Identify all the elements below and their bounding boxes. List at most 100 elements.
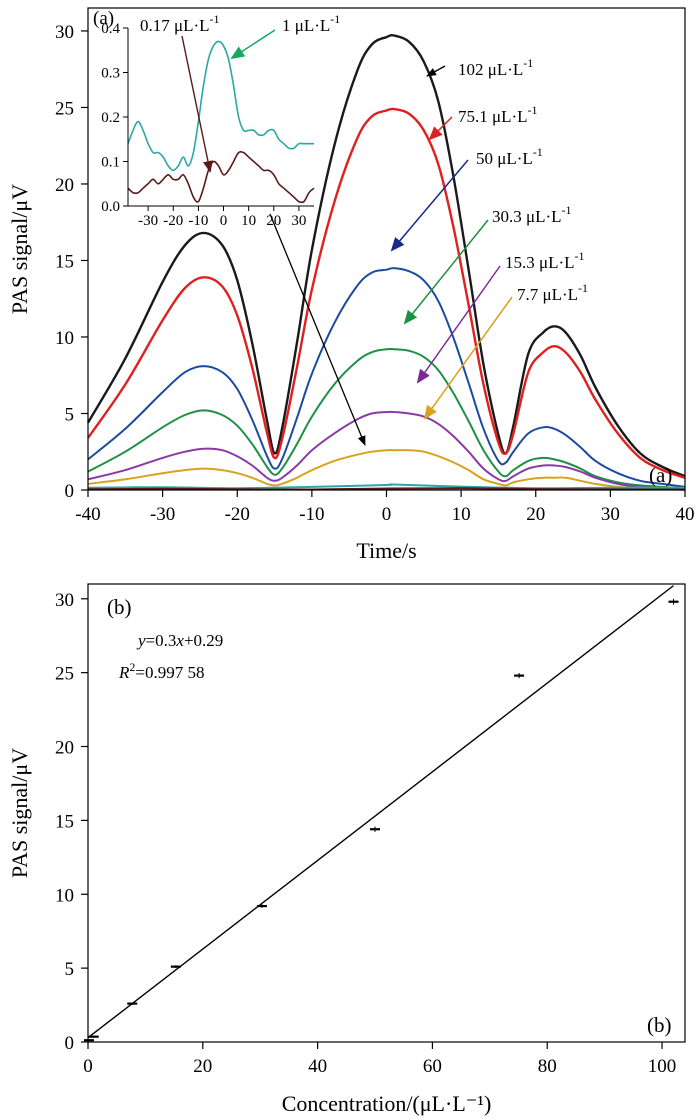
- panel-a: -40 -30 -20 -10 0 10 20 30 40051015202530Time/sP…: [7, 7, 695, 563]
- annotation-15-exp: -1: [575, 249, 585, 263]
- y-tick-label-b-1: 5: [65, 959, 75, 980]
- y-tick-label-a-2: 10: [55, 328, 74, 349]
- panel-b-label: (b): [107, 595, 132, 619]
- eq-rest: =0.3: [146, 631, 177, 650]
- series-line-2: [87, 267, 686, 488]
- annotation-1: 1 μL·L-1: [230, 12, 340, 60]
- panel-a-corner-label: (a): [649, 463, 672, 487]
- annotation-30: 30.3 μL·L-1: [403, 203, 572, 325]
- annotation-15: 15.3 μL·L-1: [416, 249, 585, 384]
- y-tick-label-b-0: 0: [65, 1033, 75, 1054]
- arrow-017: [181, 35, 213, 173]
- x-tick-label-a-7: 30: [601, 504, 620, 525]
- annotation-102: 102 μL·L-1: [426, 56, 533, 79]
- x-tick-label-b-1: 20: [193, 1056, 212, 1077]
- panel-b-corner-label: (b): [647, 1013, 672, 1037]
- inset-x-tick-label-5: 20: [266, 213, 281, 229]
- inset-y-tick-label-1: 0.1: [101, 155, 120, 171]
- inset-x-tick-label-6: 30: [291, 213, 306, 229]
- annotation-017-exp: -1: [210, 12, 220, 26]
- inset-y-tick-label-0: 0.0: [101, 199, 120, 215]
- x-tick-label-a-8: 40: [676, 504, 695, 525]
- series-lines-a: [86, 34, 686, 491]
- y-tick-label-a-0: 0: [65, 481, 75, 502]
- annotation-017: 0.17 μL·L-1: [140, 12, 220, 173]
- data-point-6: [514, 672, 525, 679]
- inset-x-tick-label-1: -20: [163, 213, 183, 229]
- arrow-7: [423, 296, 513, 420]
- x-tick-label-b-5: 100: [648, 1056, 677, 1077]
- inset-y-tick-label-4: 0.4: [101, 21, 120, 37]
- y-tick-label-b-5: 25: [55, 664, 74, 685]
- data-point-4: [256, 904, 267, 908]
- axes-a: -40 -30 -20 -10 0 10 20 30 40051015202530Time/sP…: [7, 22, 695, 563]
- inset-y-tick-label-2: 0.2: [101, 110, 120, 126]
- data-point-2: [127, 1002, 138, 1005]
- annotation-50: 50 μL·L-1: [390, 145, 543, 252]
- arrow-15: [416, 265, 501, 384]
- arrow-30: [403, 219, 489, 325]
- inset-series-line-0: [127, 40, 314, 172]
- r-squared: R2=0.997 58: [118, 660, 204, 682]
- svg-text:0.17 μL·L-1: 0.17 μL·L-1: [140, 12, 220, 35]
- axes-b: 0 20 40 60 80 100 0 5 10 15 20 25 30 Concentration/(μ…: [7, 590, 676, 1116]
- annotations-a: 102 μL·L-1 75.1 μL·L-1 50 μL·L-1 30.3 μL…: [140, 12, 588, 446]
- data-point-7: [668, 598, 679, 605]
- annotation-30-label: 30.3 μL·L: [492, 207, 562, 226]
- arrow-75: [428, 116, 453, 141]
- arrow-102: [426, 65, 446, 77]
- x-tick-label-a-5: 10: [452, 504, 471, 525]
- inset-panel-label: (a): [93, 8, 114, 29]
- x-tick-label-a-6: 20: [526, 504, 545, 525]
- svg-text:1 μL·L-1: 1 μL·L-1: [282, 12, 340, 35]
- x-tick-label-a-2: -20: [225, 504, 250, 525]
- y-tick-label-a-6: 30: [55, 22, 74, 43]
- series-line-3: [87, 347, 686, 490]
- y-tick-label-a-3: 15: [55, 251, 74, 272]
- arrow-50: [390, 159, 469, 252]
- annotation-15-label: 15.3 μL·L: [505, 253, 575, 272]
- arrow-1: [230, 29, 276, 60]
- y-tick-label-a-1: 5: [65, 404, 75, 425]
- y-tick-label-b-3: 15: [55, 811, 74, 832]
- r2-value: =0.997 58: [135, 663, 204, 682]
- fit-line: [87, 585, 674, 1039]
- series-line-7: [87, 487, 686, 491]
- x-axis-label-a: Time/s: [356, 538, 416, 563]
- x-tick-label-a-1: -30: [150, 504, 175, 525]
- eq-x: x: [175, 631, 184, 650]
- y-axis-label-a: PAS signal/μV: [7, 184, 32, 314]
- eq-y: y: [136, 631, 146, 650]
- x-tick-label-b-0: 0: [83, 1056, 93, 1077]
- x-tick-label-a-0: -40: [75, 504, 100, 525]
- series-line-0: [86, 34, 686, 478]
- data-point-5: [370, 826, 381, 832]
- data-point-3: [170, 965, 181, 969]
- annotation-75: 75.1 μL·L-1: [428, 103, 538, 141]
- inset-plot: -30 -20 -10 0 10 20 30 0.0 0.1 0.2 0.3 0.4 (a): [93, 8, 315, 229]
- y-tick-label-b-2: 10: [55, 885, 74, 906]
- x-tick-label-a-4: 0: [382, 504, 392, 525]
- annotation-50-exp: -1: [533, 145, 543, 159]
- inset-x-tick-label-4: 10: [241, 213, 256, 229]
- annotation-1-exp: -1: [330, 12, 340, 26]
- inset-x-tick-label-3: 0: [220, 213, 228, 229]
- y-tick-label-b-4: 20: [55, 738, 74, 759]
- svg-text:7.7 μL·L-1: 7.7 μL·L-1: [517, 281, 588, 304]
- r2-sup: 2: [129, 660, 135, 674]
- annotation-102-exp: -1: [523, 56, 533, 70]
- svg-text:75.1 μL·L-1: 75.1 μL·L-1: [458, 103, 538, 126]
- plot-frame-b: [87, 583, 686, 1043]
- annotation-75-exp: -1: [528, 103, 538, 117]
- series-line-4: [87, 410, 686, 490]
- inset-series-line-1: [127, 150, 315, 204]
- svg-text:30.3 μL·L-1: 30.3 μL·L-1: [492, 203, 572, 226]
- annotation-017-label: 0.17 μL·L: [140, 16, 210, 35]
- panel-b: 0 20 40 60 80 100 0 5 10 15 20 25 30 Concentration/(μ…: [7, 583, 686, 1116]
- annotation-75-label: 75.1 μL·L: [458, 107, 528, 126]
- x-tick-label-b-4: 80: [538, 1056, 557, 1077]
- inset-background: [128, 28, 314, 206]
- x-tick-label-b-3: 60: [423, 1056, 442, 1077]
- inset-y-tick-label-3: 0.3: [101, 66, 120, 82]
